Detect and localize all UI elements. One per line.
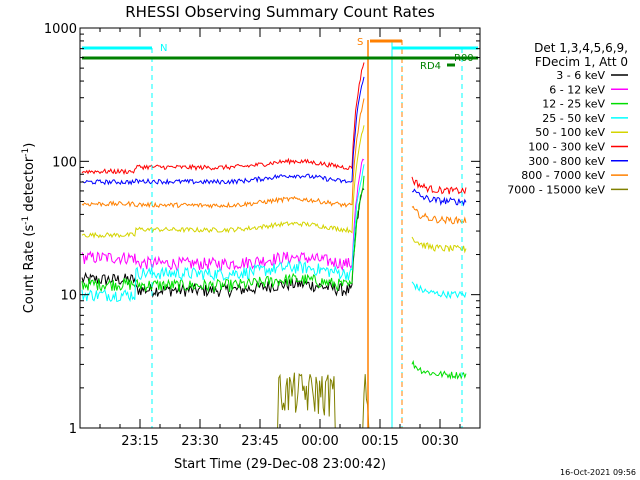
- flag-label-rd4: RD4: [420, 61, 441, 72]
- flag-label-n: N: [160, 43, 167, 54]
- timestamp: 16-Oct-2021 09:56: [560, 468, 636, 477]
- y-axis-label-end: ): [22, 143, 37, 148]
- series-line-5: [81, 62, 467, 195]
- legend-header-line-2: FDecim 1, Att 0: [535, 55, 628, 69]
- legend-label-0: 3 - 6 keV: [556, 69, 605, 82]
- y-tick-label: 1000: [44, 22, 77, 37]
- legend-header-line-1: Det 1,3,4,5,6,9,: [534, 41, 628, 55]
- legend-label-7: 800 - 7000 keV: [521, 169, 605, 182]
- legend-label-4: 50 - 100 keV: [535, 126, 605, 139]
- y-axis-label-mid: detector: [22, 156, 37, 216]
- x-tick-label: 23:30: [181, 434, 218, 449]
- series-line-4: [81, 125, 467, 254]
- x-axis-label: Start Time (29-Dec-08 23:00:42): [174, 457, 386, 472]
- y-axis-label-sup1: -1: [21, 216, 31, 225]
- y-tick-label: 10: [60, 289, 77, 304]
- legend-label-5: 100 - 300 keV: [528, 141, 605, 154]
- x-tick-label: 00:00: [301, 434, 338, 449]
- x-tick-label: 23:45: [241, 434, 278, 449]
- legend-label-1: 6 - 12 keV: [549, 83, 605, 96]
- legend-label-3: 25 - 50 keV: [542, 112, 605, 125]
- x-tick-label: 23:15: [121, 434, 158, 449]
- series-line-6: [81, 76, 467, 207]
- series-line-3: [81, 164, 467, 303]
- series-line-7: [81, 98, 467, 225]
- chart-title: RHESSI Observing Summary Count Rates: [125, 3, 435, 21]
- series-line-2: [81, 175, 467, 380]
- x-tick-label: 00:30: [421, 434, 458, 449]
- plot-area: N S R00 RD4: [81, 37, 480, 429]
- series-line-1: [81, 158, 365, 272]
- y-axis-label: Count Rate (s-1 detector-1): [21, 143, 37, 314]
- y-axis-label-sup2: -1: [21, 148, 31, 157]
- y-tick-label: 100: [52, 155, 77, 170]
- axes: 1 10 100 1000 23:15 23:30 23:45 00:00 00:15 00:30: [44, 22, 481, 449]
- flag-label-r00: R00: [454, 53, 474, 64]
- legend-label-2: 12 - 25 keV: [542, 98, 605, 111]
- y-axis-label-main: Count Rate (s: [22, 225, 37, 314]
- x-tick-label: 00:15: [361, 434, 398, 449]
- flag-label-s: S: [357, 37, 363, 48]
- legend-label-6: 300 - 800 keV: [528, 155, 605, 168]
- series-line-8: [82, 372, 480, 429]
- y-tick-label: 1: [69, 422, 77, 437]
- legend-label-8: 7000 - 15000 keV: [507, 183, 605, 196]
